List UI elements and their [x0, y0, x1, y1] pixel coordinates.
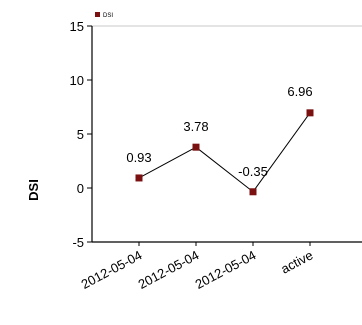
legend-marker	[95, 12, 100, 17]
data-label: 3.78	[183, 119, 208, 134]
data-points	[135, 109, 314, 196]
legend-label: DSI	[103, 13, 113, 19]
data-label: 0.93	[126, 150, 151, 165]
y-tick-label: 15	[70, 19, 84, 34]
y-tick-label: -5	[72, 235, 84, 250]
x-tick-label: 2012-05-04	[79, 247, 145, 291]
data-point	[192, 143, 200, 151]
axes	[91, 26, 362, 243]
series-line-segment	[195, 146, 254, 193]
data-point	[135, 174, 143, 182]
data-label: 6.96	[287, 84, 312, 99]
plot-frame	[91, 25, 362, 243]
y-ticks: -5 0 5 10 15	[70, 19, 92, 250]
data-point	[249, 188, 257, 196]
series-line-segment	[138, 146, 197, 179]
legend: DSI	[95, 12, 113, 19]
y-tick-label: 0	[77, 181, 84, 196]
x-tick-label: active	[278, 247, 315, 276]
data-labels: 0.93 3.78 -0.35 6.96	[126, 84, 312, 179]
y-axis-label: DSI	[26, 179, 41, 201]
data-label: -0.35	[238, 164, 268, 179]
y-tick-label: 10	[70, 73, 84, 88]
x-tick-label: 2012-05-04	[136, 247, 202, 291]
series-line	[138, 112, 311, 193]
series-line-segment	[252, 112, 311, 193]
x-tick-label: 2012-05-04	[193, 247, 259, 291]
y-tick-label: 5	[77, 127, 84, 142]
data-point	[306, 109, 314, 117]
